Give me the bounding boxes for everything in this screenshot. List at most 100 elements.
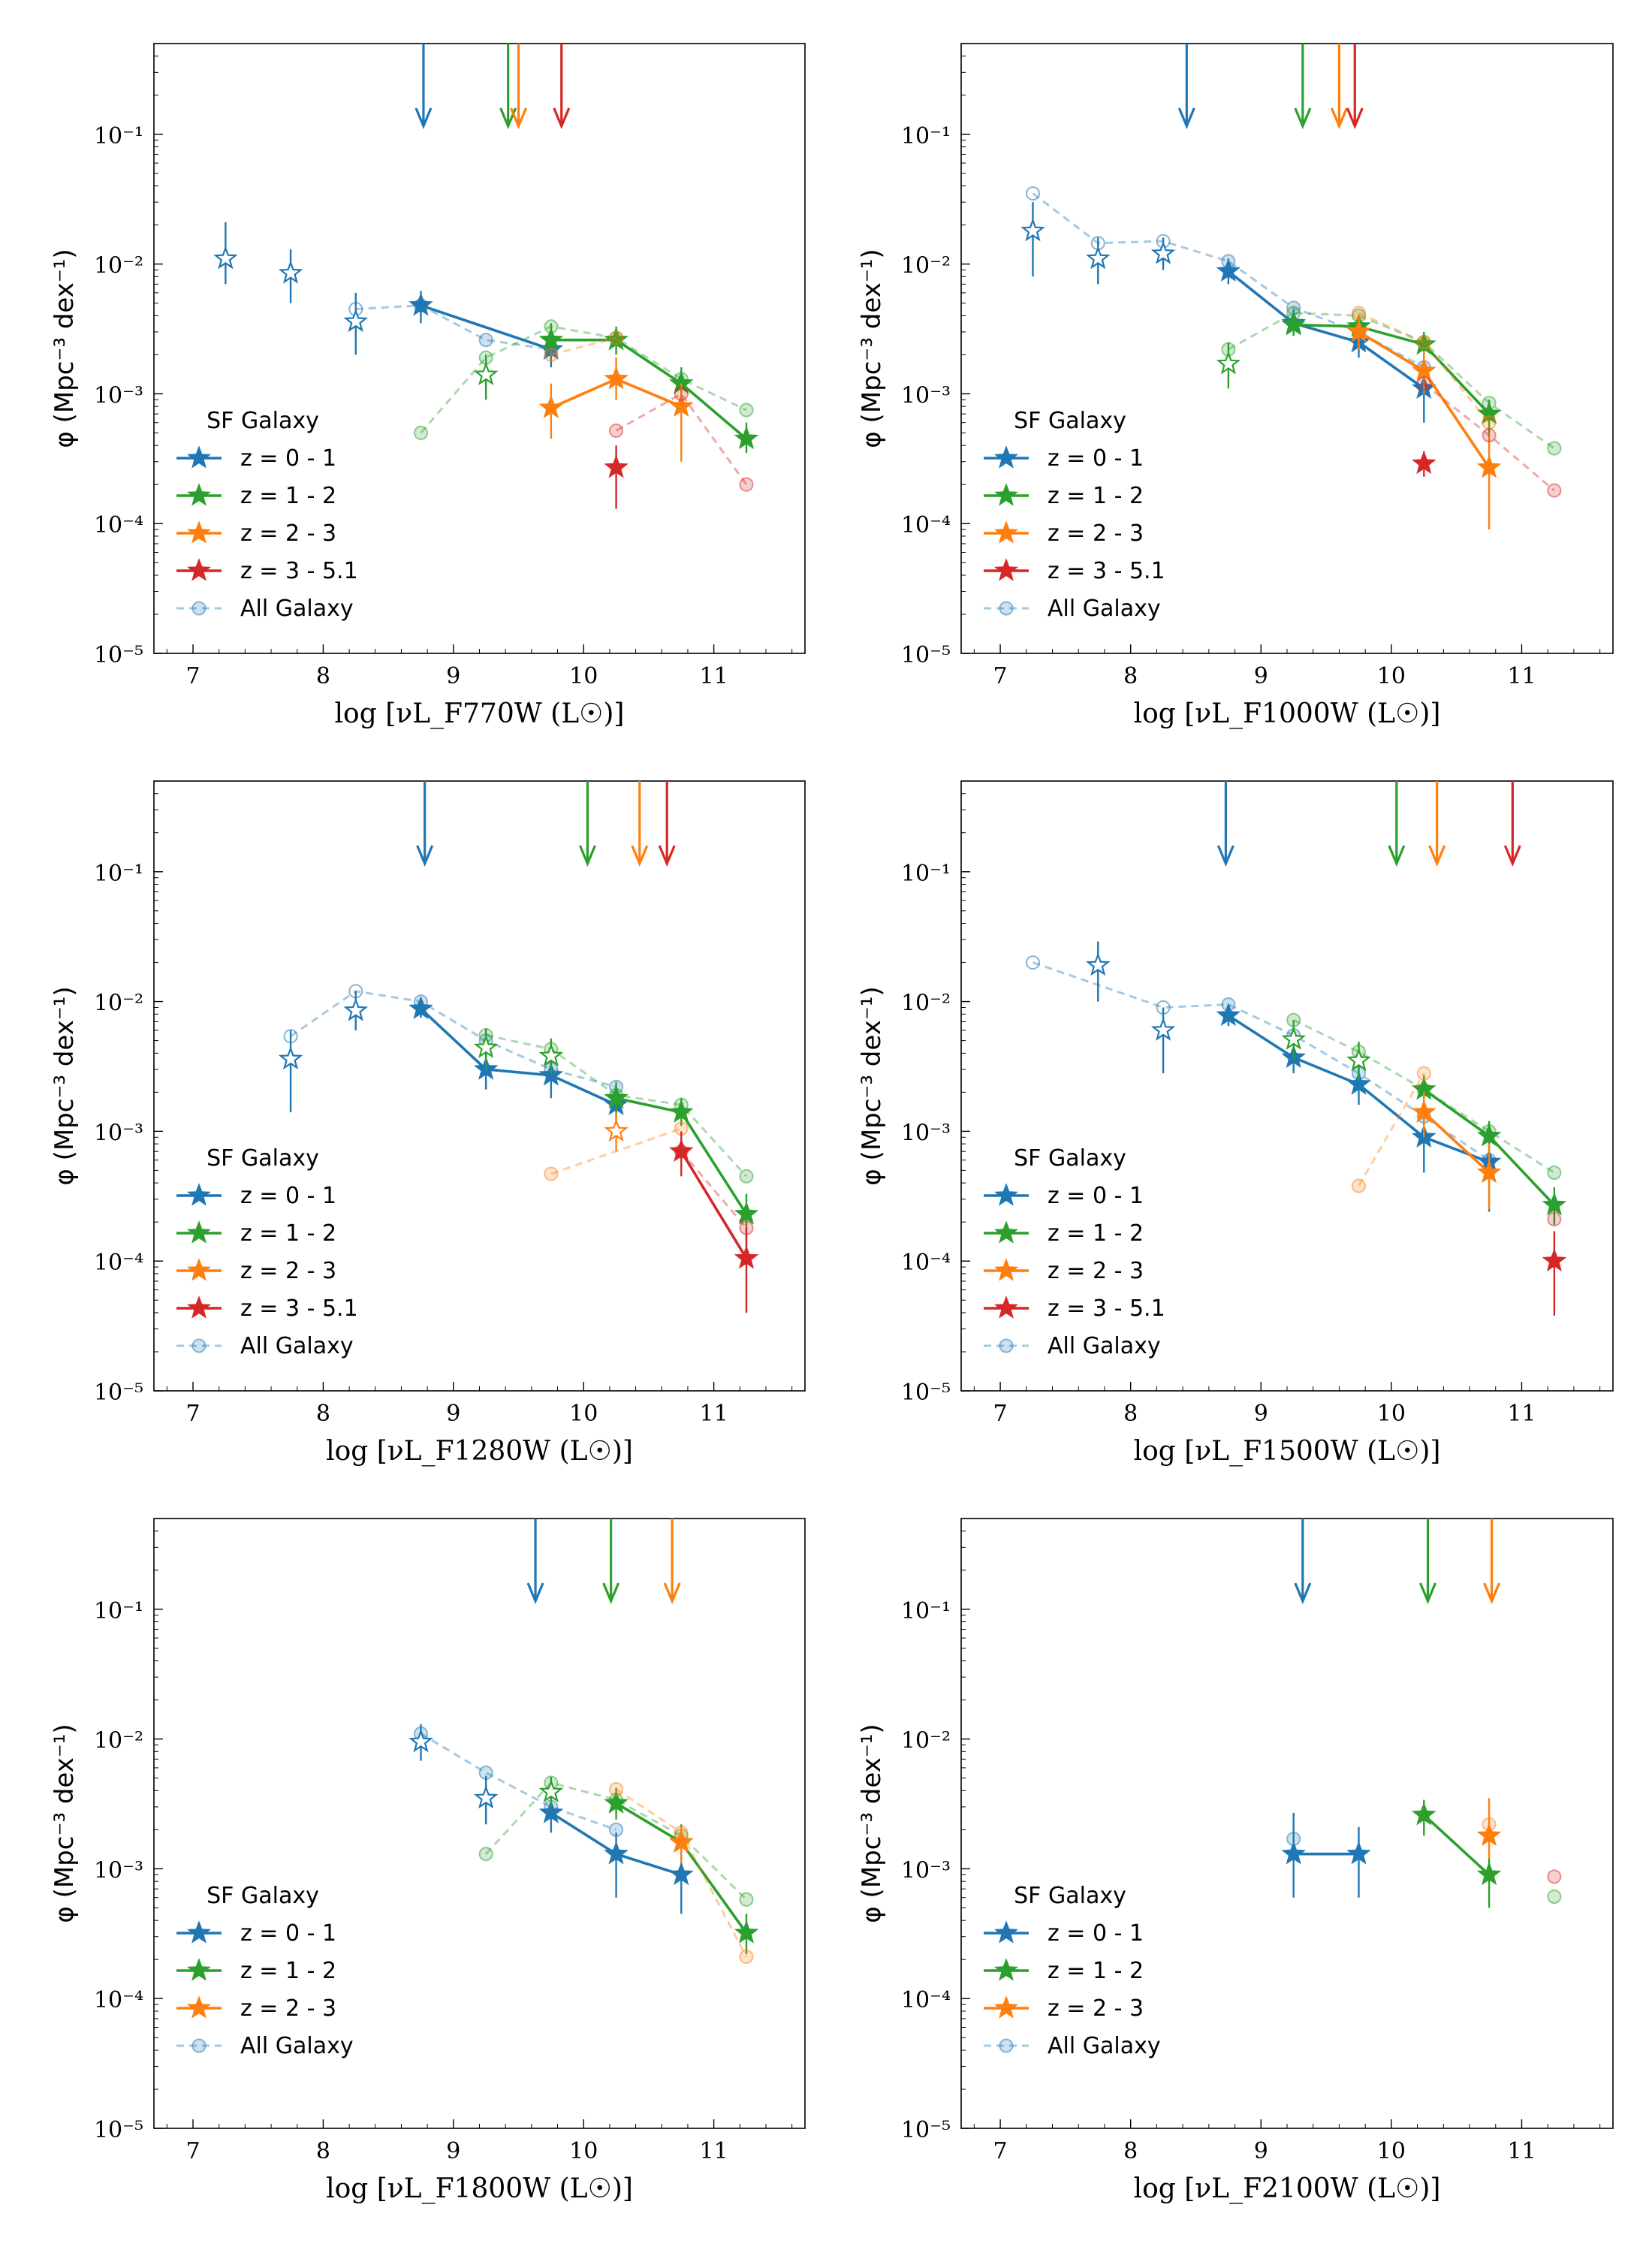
- all-galaxy-line: [550, 336, 616, 356]
- legend-entry: z = 3 - 5.1: [240, 558, 358, 584]
- xtick-label: 9: [1254, 1401, 1268, 1427]
- series-z1: [1412, 1519, 1562, 1908]
- panel-f1280w: 10⁻⁵ 10⁻⁴ 10⁻³ 10⁻² 10⁻¹ 7 8 9 10 11 log [νL_F1280…: [50, 780, 806, 1467]
- y-axis-label: φ (Mpc⁻³ dex⁻¹): [50, 1724, 80, 1923]
- sf-star-point: [408, 1729, 433, 1753]
- limit-arrowhead: [415, 107, 433, 130]
- ytick-label: 10⁻⁵: [94, 642, 143, 668]
- sf-star-point: [1412, 451, 1436, 475]
- all-galaxy-point: [1547, 1212, 1562, 1227]
- ytick-label: 10⁻⁵: [901, 1380, 951, 1406]
- ytick-label: 10⁻⁵: [901, 2117, 951, 2143]
- panel-f1500w: 10⁻⁵ 10⁻⁴ 10⁻³ 10⁻² 10⁻¹ 7 8 9 10 11 log [νL_F1500…: [857, 780, 1614, 1467]
- limit-arrowhead: [1294, 107, 1312, 130]
- sf-star-point: [669, 1099, 694, 1123]
- limit-arrowhead: [1346, 107, 1364, 130]
- xtick-label: 10: [1377, 2138, 1406, 2164]
- series-z2: [609, 1519, 754, 1965]
- legend: SF Galaxy z = 0 - 1 z = 1 - 2 z = 2 - 3 z = …: [176, 1145, 358, 1359]
- legend-entry: z = 2 - 3: [1048, 520, 1144, 547]
- sf-star-point: [1086, 246, 1111, 270]
- sf-star-point: [1476, 1862, 1502, 1886]
- ytick-label: 10⁻⁴: [901, 1987, 951, 2013]
- ytick-label: 10⁻⁴: [94, 512, 143, 538]
- legend-title: SF Galaxy: [206, 1145, 319, 1172]
- sf-star-point: [278, 1046, 303, 1070]
- ytick-label: 10⁻²: [901, 253, 951, 279]
- all-galaxy-point: [609, 330, 624, 345]
- series-z0: [278, 781, 629, 1126]
- legend-entry: z = 0 - 1: [240, 1183, 336, 1209]
- ytick-label: 10⁻³: [901, 382, 951, 409]
- ytick-label: 10⁻⁴: [901, 1250, 951, 1276]
- limit-arrowhead: [553, 107, 571, 130]
- all-galaxy-point: [544, 1166, 559, 1181]
- x-axis-label: log [νL_F770W (L☉)]: [335, 698, 625, 729]
- sf-line: [550, 338, 748, 440]
- ytick-label: 10⁻⁵: [901, 642, 951, 668]
- xtick-label: 11: [1507, 2138, 1536, 2164]
- y-axis-label: φ (Mpc⁻³ dex⁻¹): [50, 249, 80, 448]
- legend-star: [186, 1183, 212, 1206]
- xtick-label: 7: [185, 1401, 200, 1427]
- series-z3: [1503, 781, 1567, 1316]
- all-galaxy-point: [1416, 1066, 1431, 1081]
- legend-title: SF Galaxy: [1014, 408, 1126, 434]
- limit-arrowhead: [663, 1582, 681, 1605]
- sf-star-point: [1281, 1841, 1306, 1865]
- sf-star-point: [668, 1829, 694, 1853]
- xtick-label: 8: [1123, 1401, 1138, 1427]
- legend-star: [993, 483, 1019, 506]
- all-galaxy-line: [290, 990, 616, 1088]
- legend-entry: z = 1 - 2: [1048, 1220, 1144, 1247]
- legend-star: [993, 1258, 1019, 1281]
- series-z2: [544, 781, 689, 1181]
- xtick-label: 11: [1507, 1401, 1536, 1427]
- ytick-label: 10⁻⁴: [94, 1250, 143, 1276]
- xtick-label: 11: [700, 663, 728, 689]
- xtick-label: 9: [1254, 663, 1268, 689]
- limit-arrowhead: [1294, 1582, 1312, 1605]
- xtick-label: 9: [446, 663, 460, 689]
- sf-star-point: [1216, 258, 1241, 282]
- xtick-label: 8: [316, 663, 330, 689]
- ytick-label: 10⁻⁵: [94, 2117, 143, 2143]
- all-galaxy-point: [609, 423, 624, 438]
- all-galaxy-point: [544, 347, 559, 362]
- sf-line: [420, 303, 552, 351]
- x-axis-label: log [νL_F1800W (L☉)]: [326, 2173, 633, 2204]
- legend-entry: z = 0 - 1: [1048, 1183, 1144, 1209]
- legend-entry: z = 1 - 2: [240, 483, 336, 509]
- panel-f1000w: 10⁻⁵ 10⁻⁴ 10⁻³ 10⁻² 10⁻¹ 7 8 9 10 11 log [νL_F1000…: [857, 43, 1614, 729]
- sf-star-point: [1216, 351, 1241, 375]
- limit-arrowhead: [1216, 845, 1234, 867]
- limit-arrowhead: [1503, 845, 1521, 867]
- legend-entry: z = 3 - 5.1: [1048, 558, 1165, 584]
- sf-star-point: [538, 394, 564, 418]
- limit-arrowhead: [526, 1582, 544, 1605]
- sf-star-point: [408, 292, 433, 316]
- legend-star: [993, 1220, 1019, 1244]
- legend-star: [993, 520, 1019, 544]
- legend-star: [993, 445, 1019, 469]
- all-galaxy-line: [1228, 312, 1555, 450]
- xtick-label: 8: [1123, 2138, 1138, 2164]
- sf-star-point: [604, 366, 629, 390]
- legend-star: [993, 558, 1019, 581]
- sf-star-point: [734, 426, 759, 450]
- legend-entry: z = 1 - 2: [240, 1958, 336, 1984]
- ytick-label: 10⁻³: [94, 382, 143, 409]
- sf-star-point: [538, 1779, 564, 1803]
- sf-star-point: [669, 393, 694, 418]
- sf-line: [680, 1151, 748, 1259]
- all-galaxy-line: [420, 325, 747, 434]
- all-galaxy-point: [1547, 483, 1562, 498]
- xtick-label: 8: [316, 2138, 330, 2164]
- sf-star-point: [1542, 1248, 1567, 1272]
- series-z3: [658, 781, 759, 1313]
- sf-star-point: [1020, 218, 1045, 242]
- series-z2: [510, 44, 694, 462]
- all-galaxy-point: [478, 333, 493, 348]
- legend-star: [186, 1958, 212, 1981]
